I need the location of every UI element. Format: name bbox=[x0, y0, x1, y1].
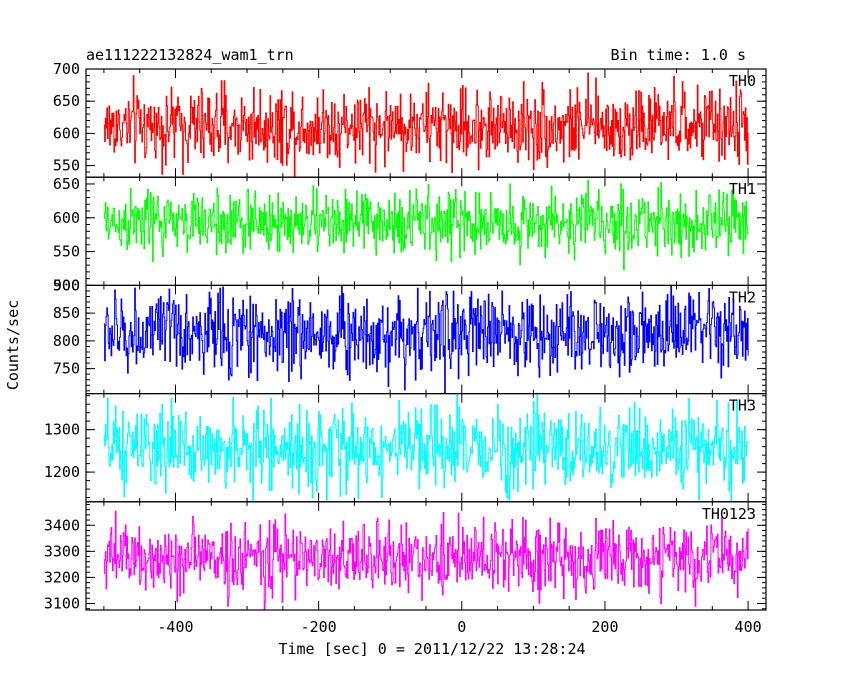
y-tick-label: 900 bbox=[53, 276, 80, 294]
y-tick-label: 750 bbox=[53, 360, 80, 378]
panel-name-label: TH3 bbox=[729, 397, 756, 415]
y-tick-label: 3200 bbox=[44, 568, 80, 586]
series-line-th3 bbox=[103, 393, 749, 502]
series-line-th0123 bbox=[103, 510, 749, 610]
series-line-th0 bbox=[103, 72, 749, 178]
y-tick-label: 3400 bbox=[44, 516, 80, 534]
panel-th1: 500 550 600 650 TH1 bbox=[53, 175, 767, 294]
series-line-th2 bbox=[103, 285, 749, 394]
plot-title: ae111222132824_wam1_trn bbox=[86, 46, 294, 64]
x-tick-label: 200 bbox=[591, 618, 618, 636]
y-tick-label: 1200 bbox=[44, 463, 80, 481]
panel-th0: 550 600 650 700 TH0 bbox=[53, 60, 767, 178]
y-tick-label: 3100 bbox=[44, 594, 80, 612]
panels-group: 550 600 650 700 TH0 500 550 600 650 TH1 750 800 850 9… bbox=[44, 60, 767, 612]
panel-name-label: TH0 bbox=[729, 72, 756, 90]
y-tick-label: 600 bbox=[53, 209, 80, 227]
panel-name-label: TH1 bbox=[729, 180, 756, 198]
y-tick-label: 700 bbox=[53, 60, 80, 78]
y-tick-label: 500 bbox=[53, 276, 80, 294]
y-tick-label: 550 bbox=[53, 243, 80, 261]
panel-name-label: TH2 bbox=[729, 288, 756, 306]
y-tick-label: 650 bbox=[53, 175, 80, 193]
bin-time-label: Bin time: 1.0 s bbox=[611, 46, 746, 64]
x-tick-label: 400 bbox=[735, 618, 762, 636]
x-tick-label: 0 bbox=[457, 618, 466, 636]
y-tick-label: 1300 bbox=[44, 421, 80, 439]
y-tick-label: 850 bbox=[53, 304, 80, 322]
x-tick-label: -400 bbox=[157, 618, 193, 636]
panel-th0123: 3100 3200 3300 3400 TH0123 bbox=[44, 501, 767, 612]
series-line-th1 bbox=[103, 180, 749, 271]
panel-th2: 750 800 850 900 TH2 bbox=[53, 276, 767, 395]
panel-name-label: TH0123 bbox=[702, 505, 756, 523]
panel-th3: 1200 1300 TH3 bbox=[44, 393, 767, 503]
y-tick-label: 550 bbox=[53, 157, 80, 175]
y-tick-label: 650 bbox=[53, 92, 80, 110]
y-tick-label: 800 bbox=[53, 332, 80, 350]
x-axis: -400 -200 0 200 400 bbox=[157, 618, 761, 636]
x-tick-label: -200 bbox=[301, 618, 337, 636]
y-tick-label: 3300 bbox=[44, 542, 80, 560]
y-axis-label: Counts/sec bbox=[4, 300, 22, 390]
x-axis-label: Time [sec] 0 = 2011/12/22 13:28:24 bbox=[278, 640, 585, 658]
y-tick-label: 600 bbox=[53, 124, 80, 142]
